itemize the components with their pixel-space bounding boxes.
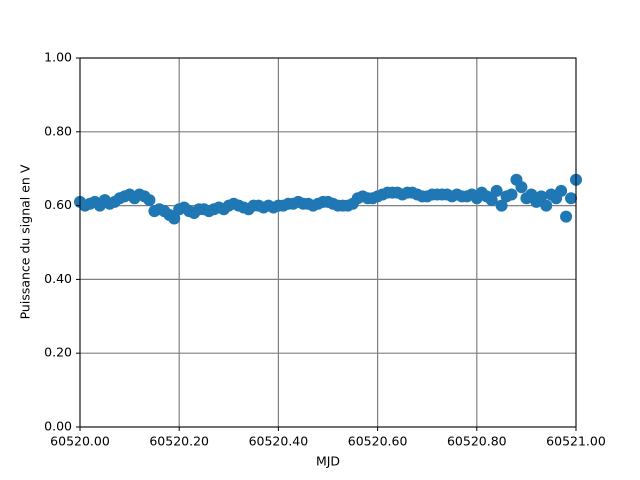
point bbox=[515, 181, 528, 194]
x-tick-label: 60520.60 bbox=[348, 434, 408, 449]
axes-frame bbox=[79, 57, 577, 428]
x-tick-label: 60520.20 bbox=[149, 434, 209, 449]
point bbox=[540, 199, 553, 212]
y-tick-label: 1.00 bbox=[44, 50, 72, 65]
point bbox=[490, 184, 503, 197]
y-tick-label: 0.40 bbox=[44, 271, 72, 286]
x-axis-label: MJD bbox=[316, 454, 340, 469]
point bbox=[495, 199, 508, 212]
point bbox=[555, 184, 568, 197]
point bbox=[535, 190, 548, 203]
point bbox=[505, 188, 518, 201]
x-tick-label: 60520.80 bbox=[447, 434, 507, 449]
point bbox=[565, 192, 578, 205]
point bbox=[485, 194, 498, 207]
x-tick-label: 60520.00 bbox=[50, 434, 110, 449]
y-axis-label: Puissance du signal en V bbox=[18, 164, 33, 319]
x-tick-label: 60521.00 bbox=[546, 434, 606, 449]
y-tick-label: 0.60 bbox=[44, 197, 72, 212]
y-tick-label: 0.00 bbox=[44, 419, 72, 434]
y-tick-label: 0.80 bbox=[44, 123, 72, 138]
point bbox=[143, 194, 156, 207]
y-tick-label: 0.20 bbox=[44, 345, 72, 360]
point bbox=[560, 210, 573, 223]
point bbox=[168, 212, 181, 225]
plot-area bbox=[74, 173, 582, 225]
x-tick-label: 60520.40 bbox=[249, 434, 309, 449]
